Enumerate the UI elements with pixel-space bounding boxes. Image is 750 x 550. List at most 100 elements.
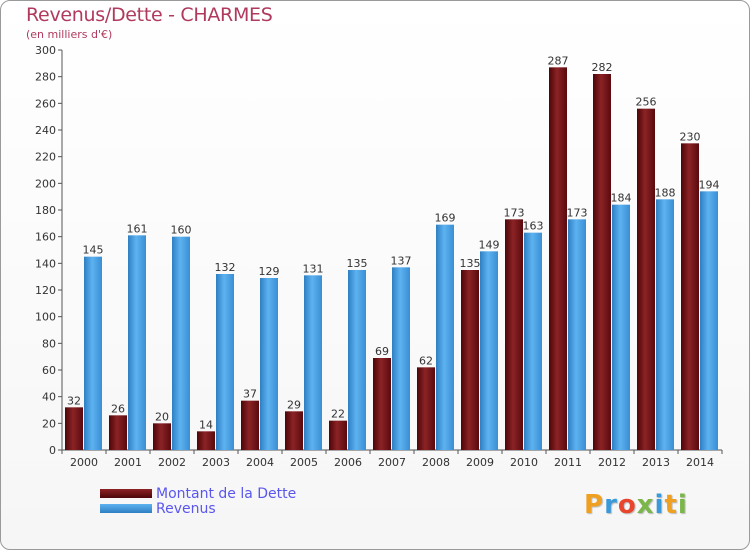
data-label-revenue: 137 — [391, 254, 412, 267]
y-tick-label: 100 — [35, 311, 56, 324]
data-label-debt: 135 — [460, 257, 481, 270]
data-label-debt: 22 — [331, 408, 345, 421]
bar-revenue — [480, 251, 498, 450]
data-label-revenue: 173 — [567, 206, 588, 219]
y-tick-label: 260 — [35, 97, 56, 110]
y-tick-label: 160 — [35, 231, 56, 244]
x-tick-label: 2014 — [686, 456, 714, 469]
bar-debt — [549, 67, 567, 450]
bar-debt — [417, 367, 435, 450]
data-label-debt: 20 — [155, 410, 169, 423]
bar-revenue — [392, 267, 410, 450]
logo-letter: t — [664, 490, 678, 520]
data-label-revenue: 169 — [435, 212, 456, 225]
data-label-revenue: 160 — [171, 224, 192, 237]
logo-letter: P — [584, 490, 605, 520]
y-tick-label: 300 — [35, 44, 56, 57]
x-tick-label: 2001 — [114, 456, 142, 469]
data-label-debt: 230 — [680, 130, 701, 143]
data-label-revenue: 129 — [259, 265, 280, 278]
x-tick-label: 2011 — [554, 456, 582, 469]
x-tick-label: 2007 — [378, 456, 406, 469]
legend-swatch-revenue — [100, 504, 152, 513]
bar-debt — [637, 108, 655, 451]
data-label-debt: 69 — [375, 345, 389, 358]
data-label-debt: 256 — [636, 96, 657, 109]
proxiti-logo: Proxiti — [584, 490, 688, 520]
bar-debt — [461, 270, 479, 450]
bar-revenue — [304, 275, 322, 450]
data-label-debt: 287 — [548, 54, 569, 67]
x-tick-label: 2003 — [202, 456, 230, 469]
bar-debt — [153, 423, 171, 450]
data-label-revenue: 184 — [611, 192, 632, 205]
y-tick-label: 20 — [42, 417, 56, 430]
bar-revenue — [260, 278, 278, 450]
data-label-debt: 37 — [243, 388, 257, 401]
bar-debt — [373, 358, 391, 450]
data-label-revenue: 149 — [479, 238, 500, 251]
legend: Montant de la Dette Revenus — [100, 486, 296, 517]
bar-debt — [329, 420, 347, 450]
y-tick-label: 200 — [35, 177, 56, 190]
data-label-revenue: 135 — [347, 257, 368, 270]
bar-revenue — [524, 232, 542, 450]
data-label-debt: 62 — [419, 354, 433, 367]
bar-debt — [197, 431, 215, 450]
data-label-debt: 173 — [504, 206, 525, 219]
chart-title: Revenus/Dette - CHARMES — [26, 4, 273, 26]
bar-revenue — [216, 274, 234, 450]
legend-swatch-debt — [100, 489, 152, 498]
bar-revenue — [84, 256, 102, 450]
logo-letter: o — [617, 490, 637, 520]
chart-subtitle: (en milliers d'€) — [26, 28, 113, 41]
x-tick-label: 2009 — [466, 456, 494, 469]
bar-debt — [65, 407, 83, 450]
y-tick-label: 120 — [35, 284, 56, 297]
bar-revenue — [436, 224, 454, 450]
x-tick-label: 2006 — [334, 456, 362, 469]
x-tick-label: 2005 — [290, 456, 318, 469]
data-label-revenue: 163 — [523, 220, 544, 233]
data-label-debt: 29 — [287, 398, 301, 411]
y-tick-label: 80 — [42, 337, 56, 350]
bar-revenue — [128, 235, 146, 450]
bar-revenue — [348, 270, 366, 450]
data-label-revenue: 132 — [215, 261, 236, 274]
x-tick-label: 2010 — [510, 456, 538, 469]
data-label-revenue: 131 — [303, 262, 324, 275]
logo-letter: x — [636, 490, 655, 520]
bar-debt — [109, 415, 127, 450]
logo-letter: r — [604, 490, 618, 520]
bar-revenue — [172, 236, 190, 450]
data-label-revenue: 145 — [83, 244, 104, 257]
y-tick-label: 40 — [42, 391, 56, 404]
bar-revenue — [656, 199, 674, 450]
x-tick-label: 2012 — [598, 456, 626, 469]
legend-item-debt: Montant de la Dette — [100, 486, 296, 502]
data-label-debt: 282 — [592, 61, 613, 74]
x-tick-label: 2013 — [642, 456, 670, 469]
x-tick-label: 2002 — [158, 456, 186, 469]
y-tick-label: 140 — [35, 257, 56, 270]
y-tick-label: 0 — [49, 444, 56, 457]
bar-debt — [285, 411, 303, 450]
bar-debt — [505, 219, 523, 450]
data-label-debt: 32 — [67, 394, 81, 407]
legend-item-revenue: Revenus — [100, 500, 296, 517]
data-label-revenue: 161 — [127, 222, 148, 235]
bar-revenue — [612, 204, 630, 450]
logo-letter: i — [654, 490, 665, 520]
bar-revenue — [568, 219, 586, 450]
bar-revenue — [700, 191, 718, 451]
data-label-debt: 26 — [111, 402, 125, 415]
x-tick-label: 2008 — [422, 456, 450, 469]
y-tick-label: 220 — [35, 151, 56, 164]
logo-letter: i — [677, 490, 688, 520]
x-tick-label: 2000 — [70, 456, 98, 469]
data-label-revenue: 188 — [655, 186, 676, 199]
legend-label-revenue: Revenus — [156, 500, 216, 517]
data-label-revenue: 194 — [699, 178, 720, 191]
bar-debt — [593, 74, 611, 450]
